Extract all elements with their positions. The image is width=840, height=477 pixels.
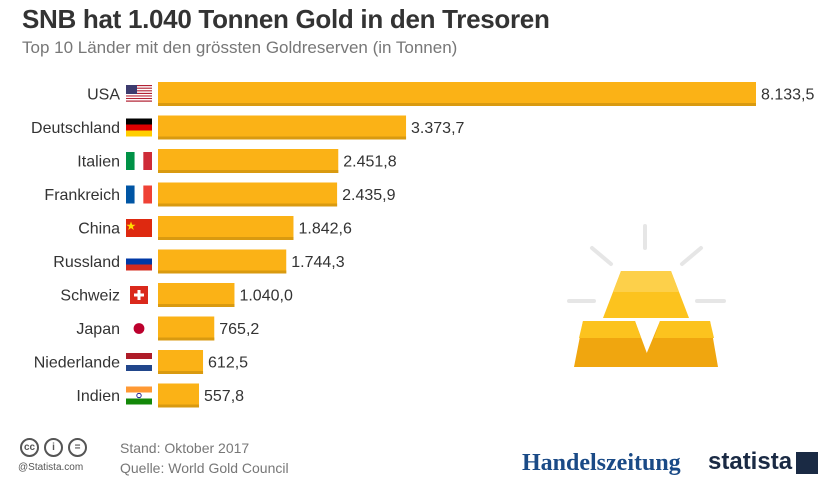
value-label: 612,5 [208,355,248,372]
japan-flag-icon [126,319,152,338]
bar [158,216,294,240]
category-label: Schweiz [60,288,120,305]
bars-group: USA 8.133,5 Deutschland 3.373,7 Italien 2.451… [31,82,814,408]
bar [158,383,200,408]
category-label: Deutschland [31,120,120,137]
netherlands-flag-icon [126,353,152,371]
value-label: 557,8 [204,388,244,405]
bar-shadow [158,371,204,374]
value-label: 1.040,0 [239,288,292,305]
handelszeitung-logo[interactable]: Handelszeitung [522,450,681,476]
value-label: 2.451,8 [343,154,396,171]
category-label: Italien [77,154,120,171]
russia-flag-icon [126,252,152,271]
chart-subtitle: Top 10 Länder mit den grössten Goldreser… [22,38,458,57]
bar-shadow [158,203,338,207]
statista-credit[interactable]: @Statista.com [18,462,84,473]
value-label: 1.842,6 [298,221,351,238]
bar-shadow [158,404,200,408]
bar-shadow [158,136,407,140]
gold-bars-icon [567,224,726,367]
bar [158,182,338,207]
source-note: Quelle: World Gold Council [120,460,289,476]
value-label: 765,2 [219,321,259,338]
category-label: USA [87,87,120,104]
bar [158,115,407,140]
statista-logo-icon[interactable] [796,452,818,474]
bar [158,82,756,106]
value-label: 8.133,5 [761,87,814,104]
france-flag-icon [126,185,152,204]
equals-icon: = [68,438,87,457]
bar-shadow [158,103,756,106]
india-flag-icon [126,386,152,405]
bar [158,149,339,173]
bar [158,283,235,307]
us-flag-icon [126,85,152,102]
category-label: Niederlande [34,355,120,372]
category-label: Japan [76,321,120,338]
bar-shadow [158,270,287,274]
license-icons: cc i = [20,438,87,457]
china-flag-icon [126,219,152,237]
cc-icon: cc [20,438,39,457]
category-label: Frankreich [44,187,120,204]
by-icon: i [44,438,63,457]
switzerland-flag-icon [130,286,148,304]
value-label: 1.744,3 [291,254,344,271]
bar-shadow [158,237,294,240]
bar-shadow [158,304,235,307]
germany-flag-icon [126,118,152,137]
category-label: Indien [76,388,120,405]
value-label: 2.435,9 [342,187,395,204]
stand-date: Stand: Oktober 2017 [120,440,250,456]
category-label: China [78,221,120,238]
bar [158,316,215,341]
bar [158,350,204,374]
italy-flag-icon [126,152,152,170]
bar [158,249,287,274]
category-label: Russland [53,254,120,271]
value-label: 3.373,7 [411,120,464,137]
statista-logo[interactable]: statista [708,448,793,475]
chart-title: SNB hat 1.040 Tonnen Gold in den Tresore… [22,4,550,34]
bar-shadow [158,170,339,173]
bar-shadow [158,337,215,341]
